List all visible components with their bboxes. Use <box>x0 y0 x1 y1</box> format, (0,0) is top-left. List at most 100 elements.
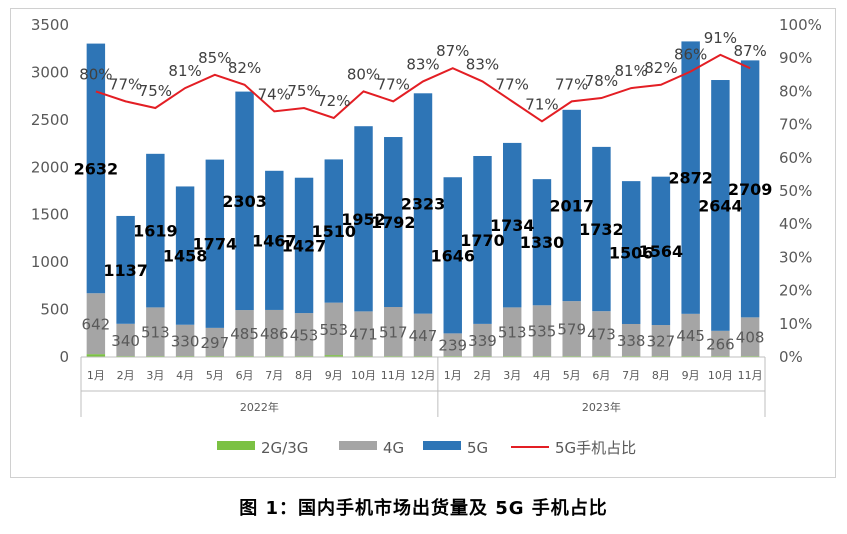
share-label: 91% <box>704 29 737 47</box>
y-tick-label: 2500 <box>31 111 69 129</box>
y2-tick-label: 30% <box>779 248 812 266</box>
data-label-4g: 239 <box>438 337 467 355</box>
data-label-4g: 453 <box>290 327 319 345</box>
bar-c4g <box>354 311 373 357</box>
data-label-5g: 1458 <box>163 247 208 266</box>
share-label: 71% <box>525 95 558 113</box>
data-label-5g: 2017 <box>549 196 594 215</box>
data-label-4g: 553 <box>319 321 348 339</box>
x-tick-label: 1月 <box>444 369 462 382</box>
bar-c4g <box>711 330 730 357</box>
y-tick-label: 3000 <box>31 63 69 81</box>
bar-c5g <box>384 137 403 308</box>
x-tick-label: 4月 <box>176 369 194 382</box>
bar-c4g <box>205 327 225 357</box>
data-label-5g: 1646 <box>430 246 475 265</box>
data-label-5g: 1770 <box>460 231 505 250</box>
data-label-4g: 642 <box>82 316 111 334</box>
shipment-chart: 0 500 1000 1500 2000 2500 3000 3500 0% 10% 20% 30% 4… <box>31 16 822 457</box>
bar-c2g3g <box>86 354 106 357</box>
y2-tick-label: 50% <box>779 182 812 200</box>
year-label: 2022年 <box>240 400 279 414</box>
y2-tick-label: 10% <box>779 315 812 333</box>
bar-c4g <box>592 311 611 357</box>
data-label-4g: 513 <box>141 324 170 342</box>
share-label: 86% <box>674 45 707 63</box>
bar-c5g <box>592 146 611 312</box>
share-label: 87% <box>733 42 766 60</box>
x-tick-label: 8月 <box>652 369 670 382</box>
data-label-5g: 1774 <box>193 235 238 254</box>
y2-tick-label: 80% <box>779 82 812 100</box>
bar-c4g <box>294 313 314 357</box>
data-label-5g: 1467 <box>252 231 297 250</box>
bar-c5g <box>235 91 254 311</box>
x-tick-label: 2月 <box>473 369 491 382</box>
data-label-4g: 340 <box>111 332 140 350</box>
y-tick-label: 3500 <box>31 16 69 34</box>
legend-swatch <box>217 441 255 450</box>
bar-c5g <box>651 176 671 326</box>
y2-tick-label: 90% <box>779 49 812 67</box>
x-tick-label: 11月 <box>738 369 763 382</box>
legend-label: 2G/3G <box>261 439 308 457</box>
y-tick-label: 500 <box>40 301 69 319</box>
data-label-4g: 517 <box>379 324 408 342</box>
share-label: 83% <box>406 55 439 73</box>
bar-c5g <box>740 60 760 318</box>
share-label: 85% <box>198 49 231 67</box>
year-label: 2023年 <box>582 400 621 414</box>
x-tick-label: 10月 <box>708 369 733 382</box>
data-label-5g: 2872 <box>668 169 713 188</box>
bar-c5g <box>205 159 225 328</box>
share-label: 80% <box>79 65 112 83</box>
data-label-4g: 471 <box>349 326 378 344</box>
legend-label: 5G手机占比 <box>555 439 636 457</box>
bar-c5g <box>294 177 314 314</box>
x-tick-label: 8月 <box>295 369 313 382</box>
data-label-5g: 1732 <box>579 220 624 239</box>
data-label-4g: 579 <box>557 321 586 339</box>
share-label: 82% <box>228 59 261 77</box>
share-label: 77% <box>377 75 410 93</box>
bar-c5g <box>711 80 730 331</box>
x-tick-label: 11月 <box>381 369 406 382</box>
data-label-5g: 1619 <box>133 222 178 241</box>
bar-c5g <box>413 93 433 314</box>
bar-c4g <box>562 301 581 357</box>
bar-c5g <box>473 155 492 324</box>
share-label: 77% <box>555 75 588 93</box>
x-tick-label: 3月 <box>146 369 164 382</box>
bar-c4g <box>532 305 552 357</box>
y2-tick-label: 70% <box>779 116 812 134</box>
data-label-5g: 1564 <box>639 242 684 261</box>
share-label: 78% <box>585 72 618 90</box>
legend-label: 4G <box>383 439 404 457</box>
bar-c5g <box>443 177 462 334</box>
share-label: 83% <box>466 55 499 73</box>
x-tick-label: 12月 <box>411 369 436 382</box>
bar-c5g <box>175 186 195 325</box>
x-tick-label: 5月 <box>206 369 224 382</box>
bar-c5g <box>116 215 135 324</box>
bar-c5g <box>621 181 641 324</box>
data-label-5g: 1506 <box>609 244 654 263</box>
x-tick-label: 2月 <box>117 369 135 382</box>
figure-caption: 图 1：国内手机市场出货量及 5G 手机占比 <box>239 498 608 519</box>
bar-c5g <box>354 126 373 312</box>
bar-c4g <box>324 302 344 356</box>
bar-c4g <box>265 309 284 357</box>
data-label-4g: 330 <box>171 332 200 350</box>
y-tick-label: 1500 <box>31 206 69 224</box>
share-label: 77% <box>109 75 142 93</box>
x-tick-label: 5月 <box>563 369 581 382</box>
bar-c4g <box>146 307 165 357</box>
data-label-4g: 338 <box>617 332 646 350</box>
x-tick-label: 6月 <box>236 369 254 382</box>
bar-c4g <box>413 313 433 357</box>
data-label-4g: 447 <box>409 327 438 345</box>
y-tick-label: 2000 <box>31 158 69 176</box>
data-label-4g: 327 <box>647 333 676 351</box>
data-label-5g: 1792 <box>371 213 416 232</box>
share-label: 81% <box>168 62 201 80</box>
